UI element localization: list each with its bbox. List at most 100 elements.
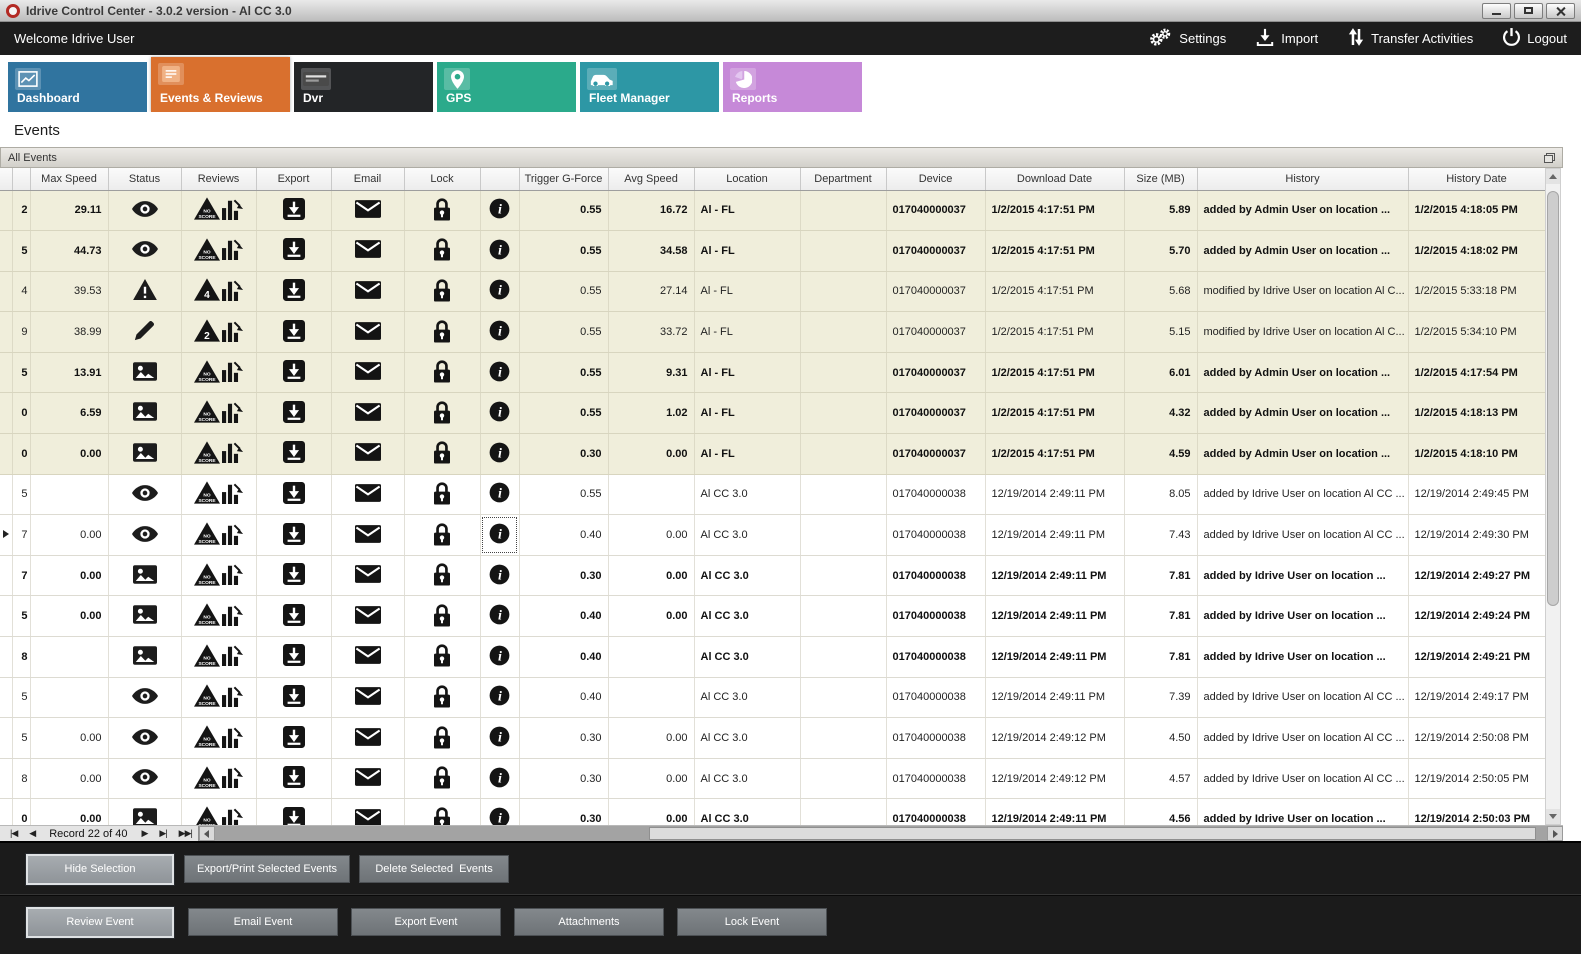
- email-event-button[interactable]: Email Event: [188, 908, 338, 936]
- minimize-button[interactable]: [1482, 2, 1511, 19]
- export-icon[interactable]: [282, 360, 305, 385]
- export-icon[interactable]: [282, 400, 305, 426]
- restore-panel-icon[interactable]: [1544, 152, 1555, 163]
- scroll-left-icon[interactable]: [198, 826, 215, 841]
- export-cell[interactable]: [256, 433, 332, 475]
- event-row[interactable]: 0 6.59 NO SCORE i 0.55 1.02 Al - FL 017040000037…: [0, 392, 1545, 435]
- email-icon[interactable]: [354, 808, 381, 825]
- info-icon[interactable]: i: [489, 767, 510, 791]
- lock-icon[interactable]: [433, 279, 451, 305]
- email-icon[interactable]: [354, 362, 381, 383]
- jump-forward-button[interactable]: ▶▶|: [178, 828, 193, 838]
- stats-icon[interactable]: [221, 198, 244, 223]
- email-icon[interactable]: [354, 443, 381, 464]
- email-cell[interactable]: [331, 433, 405, 475]
- email-cell[interactable]: [331, 392, 405, 435]
- column-header-history[interactable]: History: [1197, 168, 1409, 191]
- tab-events-reviews[interactable]: Events & Reviews: [151, 57, 290, 112]
- email-icon[interactable]: [354, 240, 381, 261]
- lock-icon[interactable]: [433, 685, 451, 711]
- lock-event-button[interactable]: Lock Event: [677, 908, 827, 936]
- info-icon[interactable]: i: [489, 239, 510, 263]
- scroll-up-icon[interactable]: [1546, 169, 1560, 184]
- lock-icon[interactable]: [433, 644, 451, 670]
- stats-icon[interactable]: [221, 482, 244, 507]
- info-icon[interactable]: i: [489, 807, 510, 825]
- lock-cell[interactable]: [404, 514, 481, 556]
- lock-cell[interactable]: [404, 190, 481, 232]
- email-cell[interactable]: [331, 798, 405, 825]
- first-record-button[interactable]: |◀: [10, 828, 18, 838]
- export-cell[interactable]: [256, 190, 332, 232]
- vertical-scrollbar-thumb[interactable]: [1547, 191, 1559, 606]
- email-icon[interactable]: [354, 402, 381, 424]
- info-icon[interactable]: i: [489, 198, 510, 222]
- column-header-history-date[interactable]: History Date: [1408, 168, 1545, 191]
- lock-icon[interactable]: [433, 238, 451, 264]
- email-icon[interactable]: [354, 524, 381, 546]
- export-cell[interactable]: [256, 271, 332, 313]
- export-icon[interactable]: [282, 319, 305, 345]
- info-icon[interactable]: i: [489, 686, 510, 709]
- stats-icon[interactable]: [221, 279, 244, 304]
- column-header-avg-speed[interactable]: Avg Speed: [608, 168, 695, 191]
- stats-icon[interactable]: [221, 320, 244, 345]
- event-row[interactable]: 0 0.00 NO SCORE i 0.30 0.00 Al - FL 017040000037…: [0, 433, 1545, 475]
- export-cell[interactable]: [256, 798, 332, 825]
- lock-cell[interactable]: [404, 595, 481, 638]
- info-cell[interactable]: i: [480, 798, 520, 825]
- info-cell[interactable]: i: [480, 271, 520, 313]
- export-icon[interactable]: [282, 725, 305, 751]
- event-row[interactable]: 7 0.00 NO SCORE i 0.40 0.00 Al CC 3.0 0170400000…: [0, 514, 1545, 556]
- stats-icon[interactable]: [221, 401, 244, 426]
- stats-icon[interactable]: [221, 360, 244, 385]
- email-cell[interactable]: [331, 514, 405, 556]
- import-button[interactable]: Import: [1256, 28, 1318, 49]
- settings-button[interactable]: Settings: [1148, 28, 1226, 50]
- info-icon[interactable]: i: [489, 483, 510, 506]
- export-cell[interactable]: [256, 595, 332, 638]
- column-header-size-mb[interactable]: Size (MB): [1124, 168, 1198, 191]
- prev-record-button[interactable]: ◀: [29, 828, 36, 838]
- event-row[interactable]: 9 38.99 2 i 0.55 33.72 Al - FL 017040000037 1/2/…: [0, 311, 1545, 353]
- stats-icon[interactable]: [221, 766, 244, 791]
- horizontal-scrollbar-thumb[interactable]: [649, 827, 1536, 840]
- lock-icon[interactable]: [433, 482, 451, 508]
- next-record-button[interactable]: ▶: [141, 828, 148, 838]
- lock-cell[interactable]: [404, 392, 481, 435]
- lock-cell[interactable]: [404, 758, 481, 800]
- email-icon[interactable]: [354, 646, 381, 667]
- column-header-department[interactable]: Department: [800, 168, 887, 191]
- stats-icon[interactable]: [221, 807, 244, 825]
- info-cell[interactable]: i: [480, 474, 520, 516]
- info-icon[interactable]: i: [489, 523, 510, 547]
- lock-cell[interactable]: [404, 798, 481, 825]
- info-cell[interactable]: i: [480, 677, 520, 719]
- hide-selection-button[interactable]: Hide Selection: [25, 852, 175, 886]
- email-cell[interactable]: [331, 230, 405, 272]
- tab-dashboard[interactable]: Dashboard: [8, 62, 147, 112]
- stats-icon[interactable]: [221, 644, 244, 669]
- export-event-button[interactable]: Export Event: [351, 908, 501, 936]
- event-row[interactable]: 8 NO SCORE i 0.40 Al CC 3.0 017040000038 12/19/…: [0, 636, 1545, 678]
- info-cell[interactable]: i: [480, 717, 520, 759]
- logout-button[interactable]: Logout: [1503, 28, 1567, 49]
- email-cell[interactable]: [331, 595, 405, 638]
- event-row[interactable]: 7 0.00 NO SCORE i 0.30 0.00 Al CC 3.0 0170400000…: [0, 555, 1545, 597]
- email-cell[interactable]: [331, 190, 405, 232]
- tab-fleet-manager[interactable]: Fleet Manager: [580, 62, 719, 112]
- export-cell[interactable]: [256, 636, 332, 678]
- export-icon[interactable]: [282, 197, 305, 223]
- close-button[interactable]: [1546, 2, 1575, 19]
- scroll-down-icon[interactable]: [1546, 809, 1560, 824]
- column-header-device[interactable]: Device: [886, 168, 986, 191]
- lock-cell[interactable]: [404, 677, 481, 719]
- export-icon[interactable]: [282, 806, 305, 825]
